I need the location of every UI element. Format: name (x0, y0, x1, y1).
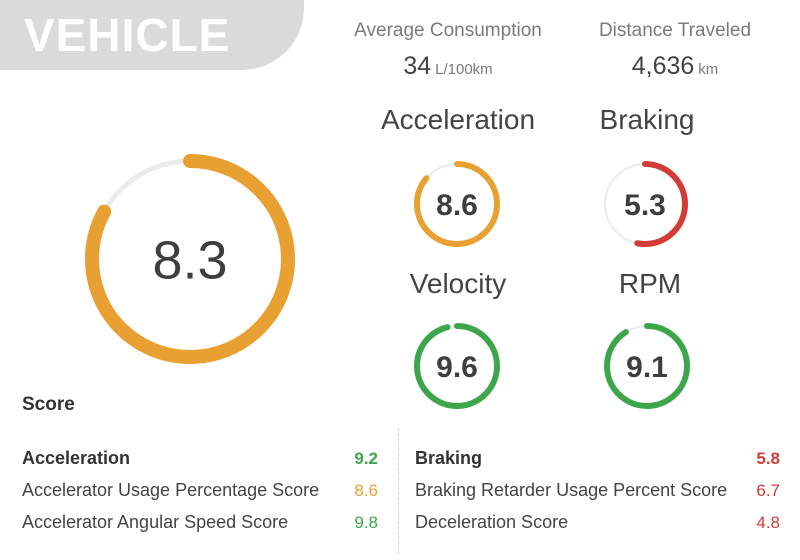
average-consumption-value: 34 (403, 52, 432, 80)
score-heading: Score (22, 394, 75, 415)
score-row: Braking Retarder Usage Percent Score 6.7 (415, 480, 780, 501)
rpm-gauge: 9.1 (604, 323, 690, 409)
score-row: Acceleration 9.2 (22, 448, 378, 469)
rpm-gauge-arc (604, 323, 690, 409)
velocity-gauge-value: 9.6 (436, 351, 478, 384)
distance-traveled-metric: Distance Traveled 4,636 km (570, 20, 780, 81)
score-row-value: 8.6 (354, 481, 378, 500)
score-row-label: Accelerator Usage Percentage Score (22, 480, 320, 500)
score-row: Deceleration Score 4.8 (415, 512, 780, 533)
braking-gauge-value: 5.3 (624, 189, 666, 222)
acceleration-gauge-arc (414, 161, 500, 247)
score-row-value: 9.2 (354, 449, 378, 468)
rpm-gauge-label: RPM (618, 268, 682, 299)
vehicle-title: VEHICLE (24, 9, 231, 61)
average-consumption-unit: L/100km (435, 61, 493, 78)
score-row-label: Acceleration (22, 448, 131, 468)
braking-gauge-arc (602, 161, 688, 247)
score-row: Accelerator Usage Percentage Score 8.6 (22, 480, 378, 501)
acceleration-gauge-label: Acceleration (380, 104, 536, 135)
average-consumption-metric: Average Consumption 34 L/100km (338, 20, 558, 81)
vehicle-banner: VEHICLE (0, 0, 304, 70)
velocity-gauge-label: Velocity (409, 268, 507, 299)
distance-traveled-unit: km (698, 61, 719, 78)
velocity-gauge-arc (414, 323, 500, 409)
main-gauge-arc (85, 154, 295, 364)
score-row-value: 4.8 (756, 513, 780, 532)
average-consumption-label: Average Consumption (354, 20, 542, 41)
score-row-label: Accelerator Angular Speed Score (22, 512, 289, 532)
braking-gauge-label: Braking (599, 104, 695, 135)
score-row-label: Braking Retarder Usage Percent Score (415, 480, 728, 500)
acceleration-gauge: 8.6 (414, 161, 500, 247)
score-row-value: 5.8 (756, 449, 780, 468)
main-gauge-value: 8.3 (152, 230, 227, 290)
score-divider (398, 428, 399, 554)
score-row: Accelerator Angular Speed Score 9.8 (22, 512, 378, 533)
score-row-value: 6.7 (756, 481, 780, 500)
score-row-value: 9.8 (354, 513, 378, 532)
distance-traveled-label: Distance Traveled (598, 20, 752, 41)
braking-gauge: 5.3 (602, 161, 688, 247)
score-row-label: Deceleration Score (415, 512, 569, 532)
acceleration-gauge-value: 8.6 (436, 189, 478, 222)
main-score-gauge: 8.3 (85, 154, 295, 364)
velocity-gauge: 9.6 (414, 323, 500, 409)
rpm-gauge-value: 9.1 (626, 351, 668, 384)
score-row: Braking 5.8 (415, 448, 780, 469)
score-row-label: Braking (415, 448, 483, 468)
distance-traveled-value: 4,636 (631, 52, 695, 80)
